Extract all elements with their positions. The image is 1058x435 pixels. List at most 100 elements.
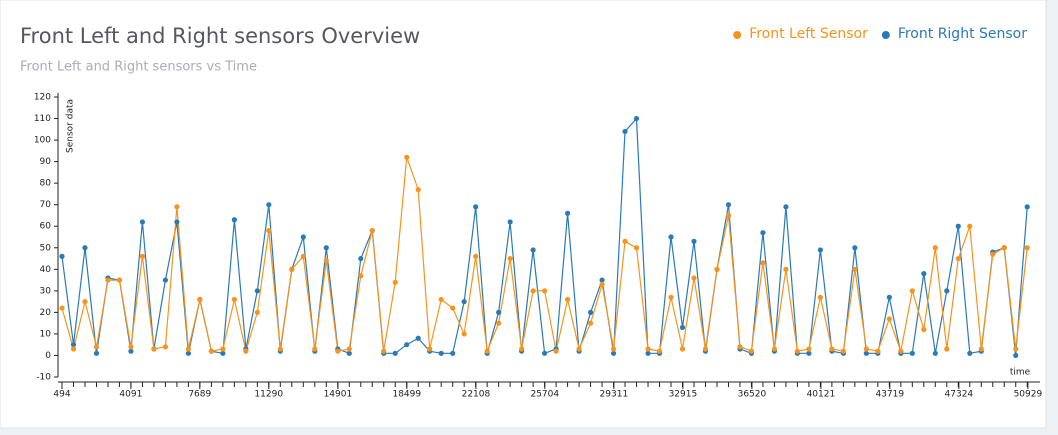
- data-point: [564, 210, 571, 216]
- data-point: [243, 348, 249, 354]
- data-point: [358, 273, 364, 279]
- data-point: [404, 342, 410, 348]
- data-point: [254, 288, 260, 294]
- data-point: [852, 245, 858, 251]
- y-tick-label: 100: [34, 136, 51, 146]
- data-point: [323, 245, 329, 251]
- data-point: [496, 320, 502, 326]
- y-tick-label: 110: [34, 114, 51, 124]
- data-point: [852, 266, 858, 272]
- data-point: [967, 350, 973, 356]
- data-point: [783, 204, 789, 210]
- data-point: [587, 309, 594, 315]
- data-point: [266, 227, 272, 234]
- data-point: [725, 212, 732, 219]
- data-point: [277, 346, 283, 352]
- data-point: [656, 348, 663, 354]
- data-point: [622, 238, 628, 244]
- y-tick-label: 40: [40, 265, 52, 275]
- data-point: [691, 238, 697, 244]
- data-point: [576, 346, 582, 352]
- data-point: [300, 234, 306, 240]
- data-point: [220, 346, 226, 352]
- data-point: [220, 350, 226, 356]
- data-point: [829, 346, 835, 352]
- data-point: [105, 277, 111, 283]
- data-point: [139, 253, 146, 259]
- data-point: [174, 204, 180, 210]
- y-tick-label: 90: [40, 157, 52, 167]
- data-point: [932, 245, 938, 251]
- data-point: [932, 350, 938, 356]
- data-point: [381, 348, 387, 354]
- data-point: [886, 316, 892, 322]
- legend-label[interactable]: Front Right Sensor: [898, 26, 1027, 42]
- data-point: [484, 348, 490, 354]
- data-point: [438, 350, 444, 356]
- data-point: [909, 288, 915, 294]
- data-point: [978, 346, 984, 352]
- x-tick-label: 36520: [738, 390, 767, 400]
- data-point: [955, 223, 961, 229]
- x-tick-label: 43719: [875, 390, 904, 400]
- data-point: [806, 350, 812, 356]
- data-point: [1024, 204, 1030, 210]
- legend-marker[interactable]: [881, 31, 890, 39]
- x-tick-label: 22108: [462, 390, 491, 400]
- data-point: [863, 350, 869, 356]
- data-point: [162, 344, 169, 350]
- data-point: [473, 253, 479, 259]
- data-point: [633, 245, 640, 251]
- data-point: [70, 346, 77, 352]
- data-point: [1024, 245, 1030, 251]
- legend-label[interactable]: Front Left Sensor: [749, 26, 868, 42]
- data-point: [392, 279, 398, 285]
- data-point: [921, 327, 927, 333]
- data-point: [691, 275, 697, 281]
- data-point: [128, 348, 134, 354]
- data-point: [530, 288, 536, 294]
- data-point: [886, 294, 892, 300]
- data-point: [990, 251, 996, 257]
- data-point: [70, 342, 77, 348]
- data-point: [587, 320, 594, 326]
- legend-marker[interactable]: [733, 31, 742, 39]
- data-point: [473, 204, 479, 210]
- data-point: [760, 230, 766, 236]
- data-point: [553, 348, 559, 354]
- data-point: [898, 348, 904, 354]
- data-point: [794, 348, 801, 354]
- data-point: [208, 348, 214, 354]
- data-point: [817, 247, 823, 253]
- data-point: [668, 234, 674, 240]
- data-point: [438, 296, 444, 303]
- x-tick-label: 25704: [530, 390, 559, 400]
- data-point: [369, 227, 375, 234]
- data-point: [312, 346, 318, 352]
- data-point: [185, 350, 191, 356]
- data-point: [185, 346, 191, 352]
- data-point: [415, 335, 421, 341]
- x-tick-label: 29311: [600, 390, 629, 400]
- card: [0, 0, 1047, 429]
- x-tick-label: 40121: [807, 390, 836, 400]
- data-point: [702, 346, 709, 352]
- data-point: [783, 266, 789, 272]
- data-point: [967, 223, 973, 229]
- data-point: [346, 346, 352, 352]
- data-point: [668, 294, 674, 300]
- data-point: [335, 348, 341, 354]
- data-point: [289, 266, 295, 272]
- data-point: [358, 255, 364, 262]
- data-point: [496, 309, 502, 315]
- data-point: [645, 346, 651, 352]
- data-point: [59, 253, 65, 259]
- x-axis-label: time: [1010, 368, 1031, 378]
- data-point: [116, 277, 123, 283]
- x-tick-label: 11290: [254, 390, 283, 400]
- data-point: [93, 344, 100, 350]
- data-point: [404, 154, 410, 160]
- data-point: [392, 350, 398, 356]
- data-point: [450, 350, 456, 356]
- data-point: [427, 346, 433, 352]
